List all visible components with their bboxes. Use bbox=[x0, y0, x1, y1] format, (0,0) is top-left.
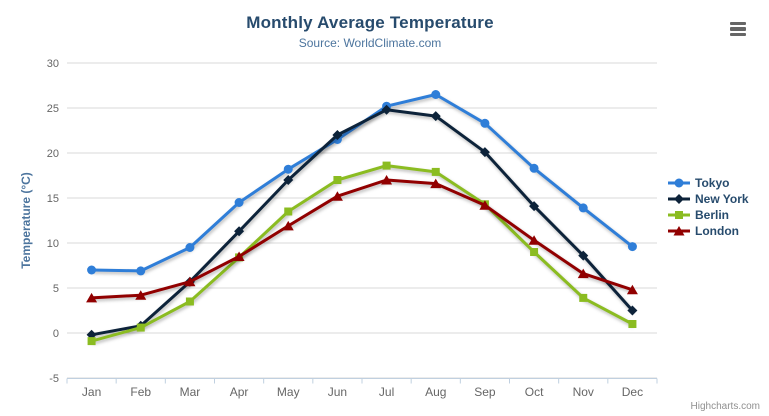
data-point-london[interactable] bbox=[86, 292, 98, 303]
hamburger-icon bbox=[730, 27, 746, 31]
y-axis-tick-label: -5 bbox=[49, 373, 59, 385]
y-axis-tick-label: 25 bbox=[47, 103, 59, 115]
x-axis-tick-label: Jul bbox=[379, 385, 394, 399]
data-point-new-york[interactable] bbox=[332, 130, 343, 140]
x-axis-tick-label: Aug bbox=[425, 385, 446, 399]
data-point-london[interactable] bbox=[282, 220, 294, 231]
data-point-new-york[interactable] bbox=[529, 201, 540, 212]
legend-label: New York bbox=[695, 192, 749, 206]
data-point-tokyo[interactable] bbox=[234, 198, 244, 207]
y-axis-tick-label: 0 bbox=[53, 328, 59, 340]
legend-circle-icon bbox=[668, 178, 690, 188]
data-point-tokyo[interactable] bbox=[480, 118, 490, 128]
data-point-berlin[interactable] bbox=[136, 323, 145, 332]
legend-marker-london[interactable] bbox=[673, 226, 685, 236]
legend: Tokyo New York Berlin London bbox=[668, 175, 749, 239]
y-axis-tick-label: 5 bbox=[53, 283, 59, 295]
data-point-london[interactable] bbox=[479, 200, 491, 210]
x-axis-tick-label: May bbox=[277, 385, 300, 399]
x-axis-tick-label: Nov bbox=[573, 385, 594, 399]
data-point-new-york[interactable] bbox=[234, 226, 245, 237]
data-point-berlin[interactable] bbox=[333, 176, 342, 184]
y-axis-tick-label: 10 bbox=[47, 238, 59, 250]
y-axis-tick-label: 20 bbox=[47, 148, 59, 160]
chart-subtitle: Source: WorldClimate.com bbox=[298, 36, 442, 50]
legend-item-london[interactable]: London bbox=[668, 223, 749, 239]
data-point-new-york[interactable] bbox=[381, 104, 392, 115]
series-tokyo bbox=[87, 90, 637, 276]
y-axis-tick-label: 15 bbox=[47, 193, 59, 205]
hamburger-icon bbox=[730, 21, 746, 26]
data-point-berlin[interactable] bbox=[87, 337, 96, 346]
legend-label: London bbox=[695, 224, 739, 238]
data-point-london[interactable] bbox=[577, 268, 589, 279]
series-london bbox=[86, 175, 638, 303]
x-axis-tick-label: Oct bbox=[525, 385, 544, 399]
credits-link[interactable]: Highcharts.com bbox=[690, 401, 760, 412]
series-line-london[interactable] bbox=[91, 178, 633, 300]
chart-title: Monthly Average Temperature bbox=[246, 13, 494, 32]
legend-marker-tokyo[interactable] bbox=[674, 178, 684, 188]
legend-marker-new-york[interactable] bbox=[674, 194, 684, 204]
data-point-london[interactable] bbox=[233, 251, 245, 262]
data-point-tokyo[interactable] bbox=[627, 242, 637, 252]
data-point-new-york[interactable] bbox=[627, 305, 638, 316]
legend-item-tokyo[interactable]: Tokyo bbox=[668, 175, 749, 191]
y-axis-tick-label: 30 bbox=[47, 58, 59, 70]
legend-triangle-icon bbox=[668, 226, 690, 236]
data-point-new-york[interactable] bbox=[479, 147, 490, 158]
data-point-london[interactable] bbox=[381, 175, 393, 185]
data-point-tokyo[interactable] bbox=[431, 90, 441, 99]
legend-square-icon bbox=[668, 211, 690, 219]
series-line-new-york[interactable] bbox=[91, 108, 634, 337]
legend-diamond-icon bbox=[668, 194, 690, 204]
series-line-berlin[interactable] bbox=[91, 164, 634, 343]
export-menu-button[interactable] bbox=[726, 19, 750, 39]
x-axis-tick-label: Mar bbox=[180, 385, 201, 399]
x-axis-tick-label: Feb bbox=[130, 385, 151, 399]
y-axis-title: Temperature (°C) bbox=[19, 172, 33, 269]
legend-label: Tokyo bbox=[695, 176, 730, 190]
data-point-tokyo[interactable] bbox=[283, 164, 293, 174]
legend-item-new-york[interactable]: New York bbox=[668, 191, 749, 207]
data-point-new-york[interactable] bbox=[430, 111, 441, 122]
hamburger-icon bbox=[730, 32, 746, 37]
x-axis-tick-label: Apr bbox=[230, 385, 249, 399]
data-point-london[interactable] bbox=[184, 276, 196, 287]
data-point-new-york[interactable] bbox=[283, 175, 294, 185]
data-point-berlin[interactable] bbox=[579, 293, 588, 302]
x-axis-tick-label: Sep bbox=[474, 385, 496, 399]
data-point-berlin[interactable] bbox=[431, 167, 440, 176]
legend-label: Berlin bbox=[695, 208, 730, 222]
data-point-new-york[interactable] bbox=[578, 250, 589, 261]
x-axis-tick-label: Jun bbox=[328, 385, 347, 399]
data-point-tokyo[interactable] bbox=[578, 203, 588, 213]
data-point-london[interactable] bbox=[331, 191, 343, 201]
data-point-berlin[interactable] bbox=[628, 320, 637, 328]
data-point-tokyo[interactable] bbox=[529, 163, 539, 173]
series-new-york bbox=[86, 104, 638, 340]
legend-item-berlin[interactable]: Berlin bbox=[668, 207, 749, 223]
data-point-london[interactable] bbox=[135, 290, 147, 300]
data-point-berlin[interactable] bbox=[185, 297, 194, 306]
data-point-tokyo[interactable] bbox=[185, 243, 195, 252]
x-axis-tick-label: Dec bbox=[622, 385, 643, 399]
data-point-tokyo[interactable] bbox=[87, 265, 97, 275]
data-point-london[interactable] bbox=[430, 178, 442, 189]
data-point-berlin[interactable] bbox=[530, 248, 539, 256]
data-point-berlin[interactable] bbox=[284, 207, 293, 216]
data-point-london[interactable] bbox=[626, 284, 638, 295]
data-point-berlin[interactable] bbox=[382, 161, 391, 170]
data-point-tokyo[interactable] bbox=[136, 266, 146, 276]
data-point-london[interactable] bbox=[528, 235, 540, 245]
legend-marker-berlin[interactable] bbox=[675, 211, 683, 219]
x-axis-tick-label: Jan bbox=[82, 385, 101, 399]
